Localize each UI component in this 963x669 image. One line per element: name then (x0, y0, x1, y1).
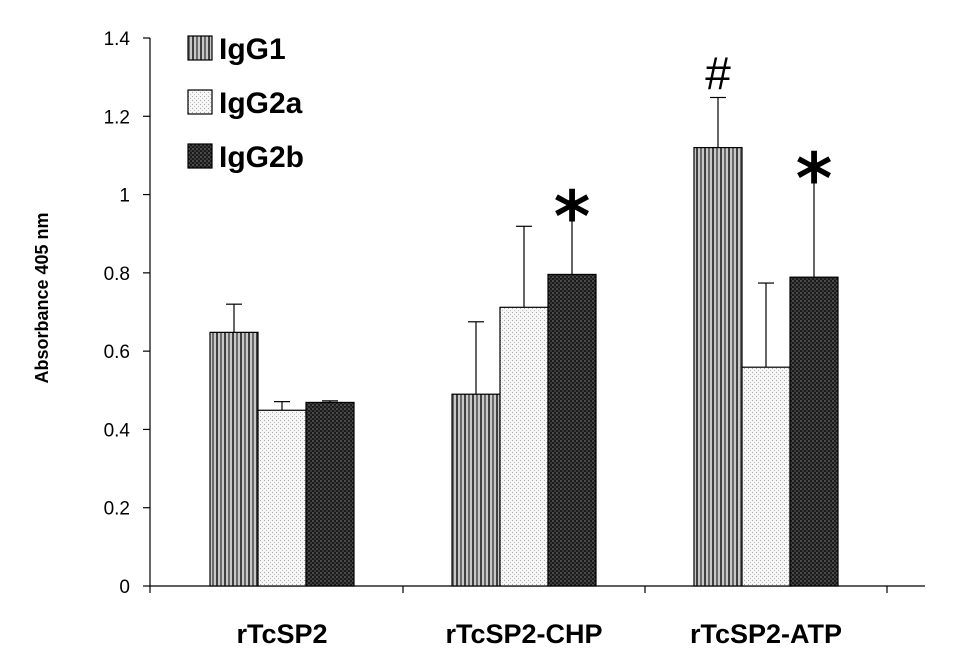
bar-igg2b-0 (305, 401, 355, 587)
annotations: * # * (554, 47, 833, 257)
significance-star: * (554, 176, 591, 258)
y-tick-label: 0.4 (104, 420, 131, 441)
bar-igg2a-0 (257, 409, 307, 587)
bar-igg1-0 (209, 331, 259, 587)
category-label: rTcSP2-ATP (690, 619, 842, 649)
y-tick-label: 1 (119, 186, 130, 207)
bar-igg1-1 (451, 393, 501, 587)
significance-star: * (796, 138, 833, 220)
bars (209, 96, 839, 587)
category-labels: rTcSP2 rTcSP2-CHP rTcSP2-ATP (236, 619, 842, 649)
y-tick-label: 1.2 (104, 107, 130, 128)
legend-swatch-igg2a (187, 89, 213, 115)
bar-igg2a-1 (499, 306, 549, 587)
legend-label-igg2a: IgG2a (219, 87, 303, 120)
significance-hash: # (705, 47, 731, 99)
category-label: rTcSP2-CHP (445, 619, 602, 649)
legend-label-igg2b: IgG2b (219, 141, 304, 174)
y-tick-label: 1.4 (104, 29, 131, 50)
y-tick-label: 0.6 (104, 342, 130, 363)
legend-swatch-igg1 (187, 35, 213, 61)
y-axis-title: Absorbance 405 nm (32, 212, 52, 383)
legend-swatch-igg2b (187, 143, 213, 169)
y-tick-label: 0.8 (104, 264, 130, 285)
bar-igg2b-2 (789, 276, 839, 587)
category-label: rTcSP2 (236, 619, 327, 649)
bar-igg2a-2 (741, 366, 791, 587)
legend-label-igg1: IgG1 (219, 33, 286, 66)
legend: IgG1 IgG2a IgG2b (187, 33, 304, 174)
bar-igg1-2 (693, 147, 743, 587)
y-tick-label: 0.2 (104, 499, 130, 520)
bar-igg2b-1 (547, 273, 597, 587)
y-tick-label: 0 (119, 577, 130, 598)
